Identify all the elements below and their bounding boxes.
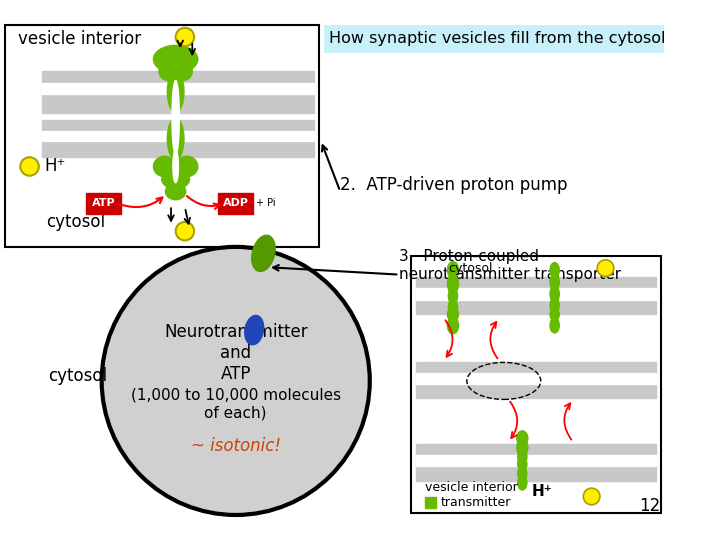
Text: ATP: ATP <box>91 198 115 208</box>
Ellipse shape <box>550 262 559 278</box>
Text: cytosol: cytosol <box>46 213 105 231</box>
Text: H⁺: H⁺ <box>531 484 552 500</box>
Text: transmitter: transmitter <box>441 496 511 509</box>
Bar <box>411 256 661 513</box>
Text: 12: 12 <box>639 497 660 515</box>
Circle shape <box>583 488 600 505</box>
Text: + Pi: + Pi <box>256 198 276 208</box>
Ellipse shape <box>245 315 264 345</box>
FancyBboxPatch shape <box>218 193 253 214</box>
Ellipse shape <box>550 286 559 302</box>
Text: ADP: ADP <box>222 198 248 208</box>
Text: cytosol: cytosol <box>48 367 107 386</box>
Circle shape <box>102 247 370 515</box>
Circle shape <box>176 222 194 240</box>
Text: vesicle interior: vesicle interior <box>426 481 518 494</box>
Text: 2.  ATP-driven proton pump: 2. ATP-driven proton pump <box>340 176 567 194</box>
Bar <box>323 25 664 53</box>
Ellipse shape <box>176 156 198 177</box>
Ellipse shape <box>447 275 459 293</box>
Text: Neurotransmitter
and
ATP: Neurotransmitter and ATP <box>164 323 307 383</box>
Ellipse shape <box>550 318 559 333</box>
Text: How synaptic vesicles fill from the cytosol: How synaptic vesicles fill from the cyto… <box>329 31 665 46</box>
Ellipse shape <box>517 439 528 456</box>
FancyBboxPatch shape <box>86 193 121 214</box>
Bar <box>416 362 657 397</box>
Text: cytosol: cytosol <box>449 262 493 275</box>
Ellipse shape <box>518 467 527 480</box>
Bar <box>426 497 436 509</box>
Ellipse shape <box>167 71 184 112</box>
Circle shape <box>597 260 614 276</box>
Ellipse shape <box>518 449 527 464</box>
Ellipse shape <box>162 170 189 188</box>
Circle shape <box>20 157 39 176</box>
Ellipse shape <box>173 150 179 183</box>
Ellipse shape <box>153 156 176 177</box>
Ellipse shape <box>518 458 527 470</box>
Bar <box>42 83 315 94</box>
Ellipse shape <box>159 62 178 80</box>
Ellipse shape <box>447 262 459 278</box>
Bar <box>42 131 315 140</box>
Text: ~ isotonic!: ~ isotonic! <box>191 437 281 455</box>
Circle shape <box>176 28 194 46</box>
Ellipse shape <box>449 300 458 314</box>
Ellipse shape <box>172 80 179 154</box>
Ellipse shape <box>550 308 559 321</box>
Text: (1,000 to 10,000 molecules
of each): (1,000 to 10,000 molecules of each) <box>130 388 341 420</box>
Ellipse shape <box>447 317 459 334</box>
Ellipse shape <box>518 475 527 490</box>
Ellipse shape <box>167 118 184 159</box>
Ellipse shape <box>550 298 559 313</box>
Bar <box>416 444 657 481</box>
Bar <box>416 455 657 466</box>
Ellipse shape <box>153 45 198 73</box>
Ellipse shape <box>449 288 458 304</box>
Text: 3.  Proton-coupled
neurotransmitter transporter: 3. Proton-coupled neurotransmitter trans… <box>400 249 621 281</box>
Bar <box>416 278 657 314</box>
Ellipse shape <box>447 307 459 322</box>
Ellipse shape <box>550 274 559 291</box>
Bar <box>416 288 657 300</box>
Ellipse shape <box>166 183 186 200</box>
Bar <box>42 71 315 113</box>
Ellipse shape <box>517 431 528 445</box>
Ellipse shape <box>252 235 275 272</box>
Bar <box>416 373 657 383</box>
Ellipse shape <box>174 62 192 80</box>
Bar <box>4 25 319 247</box>
Text: vesicle interior: vesicle interior <box>19 30 142 48</box>
Bar <box>42 120 315 157</box>
Text: H⁺: H⁺ <box>45 158 66 176</box>
